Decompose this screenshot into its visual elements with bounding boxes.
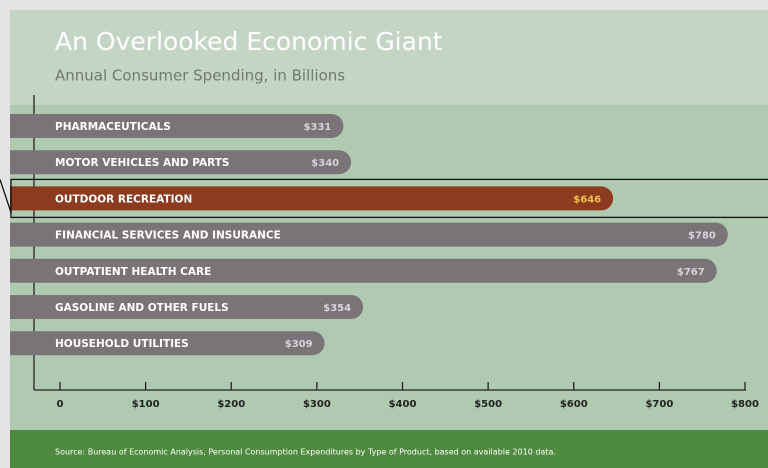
chart-title: An Overlooked Economic Giant xyxy=(55,27,443,56)
value-label: $780 xyxy=(688,231,716,242)
value-label: $340 xyxy=(311,158,339,169)
value-label: $646 xyxy=(573,194,601,205)
bar xyxy=(10,186,614,211)
value-label: $331 xyxy=(304,122,332,133)
value-label: $767 xyxy=(677,267,705,278)
category-label: HOUSEHOLD UTILITIES xyxy=(55,338,189,350)
chart-subtitle: Annual Consumer Spending, in Billions xyxy=(55,67,345,85)
x-tick-label: $300 xyxy=(303,399,331,410)
bar xyxy=(10,258,717,283)
x-tick-label: $700 xyxy=(645,399,673,410)
bar xyxy=(10,150,352,175)
bar xyxy=(10,222,728,247)
highlight-box xyxy=(10,178,768,219)
value-label: $309 xyxy=(285,339,313,350)
x-tick-label: $200 xyxy=(217,399,245,410)
bar xyxy=(10,295,364,319)
x-tick-label: $500 xyxy=(474,399,502,410)
category-label: FINANCIAL SERVICES AND INSURANCE xyxy=(55,230,281,242)
source-note: Source: Bureau of Economic Analysis, Per… xyxy=(55,448,556,457)
category-label: OUTDOOR RECREATION xyxy=(55,193,192,205)
x-tick-label: $600 xyxy=(560,399,588,410)
x-tick-label: 0 xyxy=(57,399,64,410)
x-tick-label: $100 xyxy=(132,399,160,410)
highlight-pointer xyxy=(0,179,12,213)
footer xyxy=(10,430,768,468)
x-tick-label: $400 xyxy=(389,399,417,410)
value-label: $354 xyxy=(323,303,351,314)
category-label: MOTOR VEHICLES AND PARTS xyxy=(55,157,229,169)
x-tick-label: $800 xyxy=(731,399,759,410)
category-label: GASOLINE AND OTHER FUELS xyxy=(55,302,229,314)
bar xyxy=(10,114,344,138)
bar xyxy=(10,331,325,356)
category-label: OUTPATIENT HEALTH CARE xyxy=(55,266,211,278)
category-label: PHARMACEUTICALS xyxy=(55,121,171,133)
